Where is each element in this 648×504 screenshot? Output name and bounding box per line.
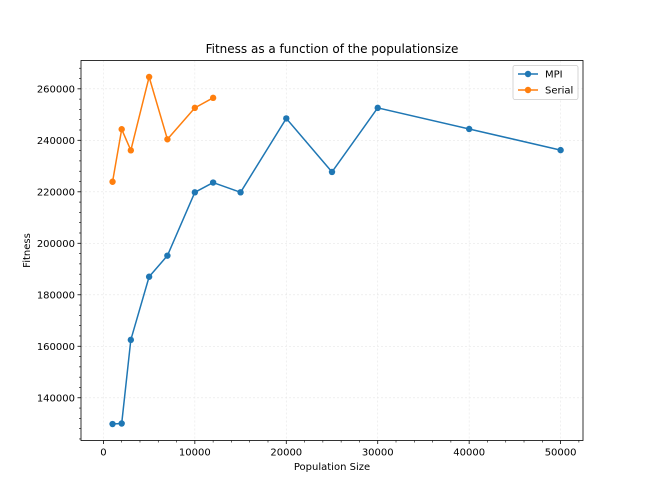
data-point-mpi [118,420,125,427]
data-point-mpi [283,115,290,122]
legend-entry-serial: Serial [518,86,573,97]
data-point-serial [209,94,217,102]
data-point-mpi [237,189,244,196]
data-point-mpi [109,420,116,428]
series-mpi [109,104,564,428]
series-serial [109,73,217,185]
legend-label: Serial [545,86,573,97]
legend-entry-mpi: MPI [518,70,563,81]
x-tick-label: 50000 [545,448,577,459]
data-point-mpi [374,104,381,112]
x-axis-ticks: 0 10000 20000 30000 40000 50000 [100,440,580,459]
y-tick-label: 240000 [37,136,75,147]
x-tick-label: 0 [100,448,106,459]
data-point-mpi [465,125,473,133]
data-point-serial [109,178,116,185]
data-point-mpi [191,189,199,196]
data-point-mpi [328,168,336,176]
data-point-mpi [209,179,217,186]
y-tick-label: 260000 [37,84,75,95]
y-tick-label: 200000 [37,239,75,250]
data-point-serial [145,73,153,81]
y-tick-label: 180000 [37,290,75,301]
data-point-mpi [164,252,171,259]
y-tick-label: 160000 [37,342,75,353]
data-point-serial [127,147,135,154]
plot-area-frame [80,60,584,441]
x-tick-label: 30000 [362,448,394,459]
legend: MPI Serial [512,65,579,100]
y-tick-label: 220000 [37,187,75,198]
y-tick-label: 140000 [37,393,75,404]
data-point-mpi [145,273,153,280]
data-point-mpi [557,146,564,154]
data-point-serial [191,104,199,112]
data-point-serial [164,136,171,143]
data-point-serial [118,126,125,133]
x-axis-label: Population Size [294,462,370,473]
y-axis-label: Fitness [22,233,33,268]
legend-marker [524,70,532,78]
data-point-mpi [127,336,135,344]
y-axis-ticks: 140000 160000 180000 200000 220000 240000 2600… [37,67,81,440]
series-layer [109,73,564,428]
x-tick-label: 40000 [453,448,485,459]
legend-items: MPI Serial [518,70,573,97]
x-tick-label: 20000 [270,448,302,459]
chart-title: Fitness as a function of the populations… [206,42,459,56]
grid [81,60,583,441]
legend-label: MPI [545,70,563,81]
x-tick-label: 10000 [179,448,211,459]
legend-marker [524,86,532,94]
